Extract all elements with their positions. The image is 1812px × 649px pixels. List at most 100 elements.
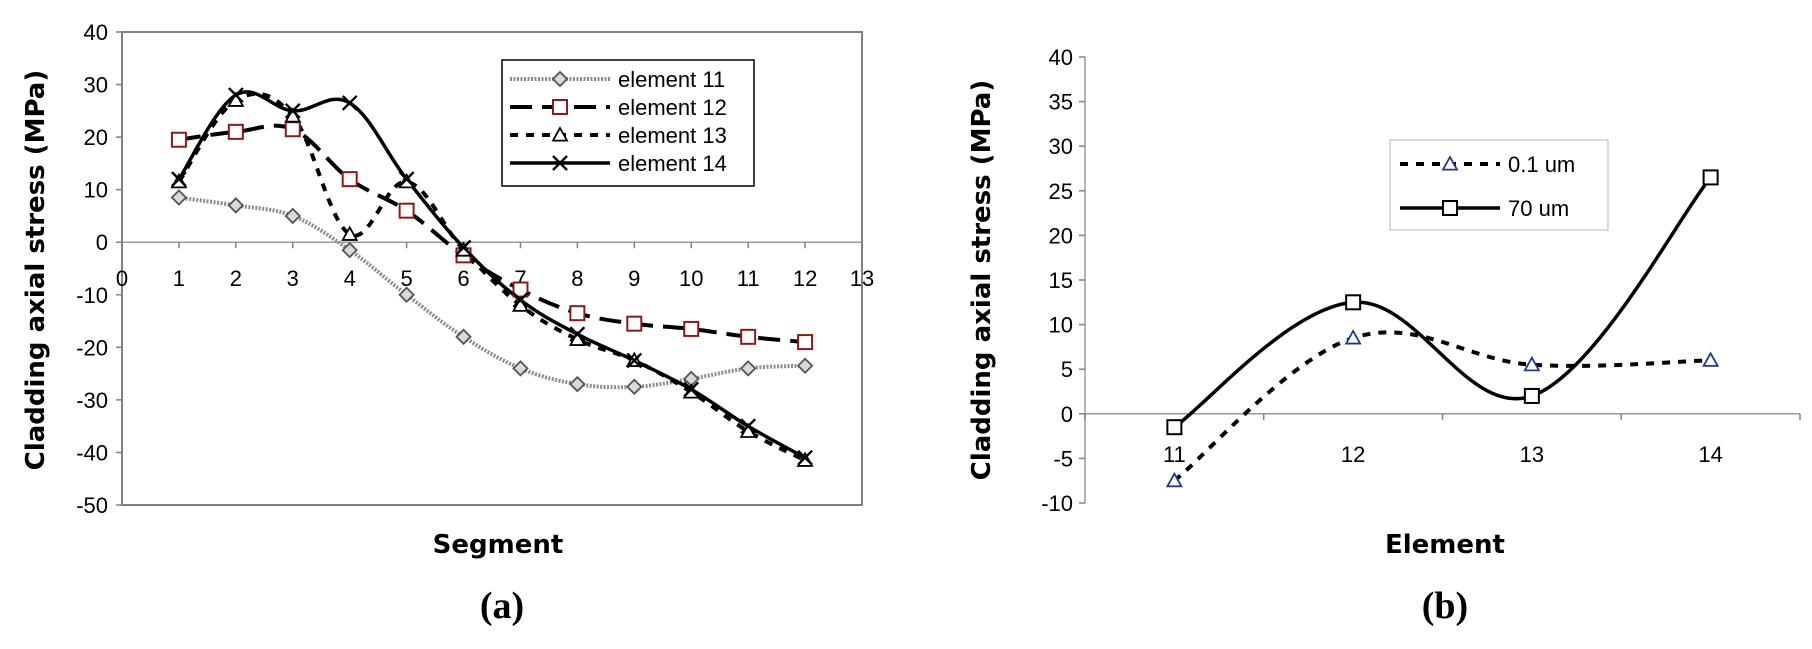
- x-tick-label-a: 13: [850, 266, 874, 291]
- y-tick-label-a: 10: [84, 178, 108, 203]
- y-tick-label-a: -20: [76, 335, 108, 360]
- data-point-70-um: [1523, 387, 1540, 404]
- legend-marker-a: [552, 155, 568, 171]
- legend-marker-b: [1442, 200, 1458, 216]
- data-point-0.1-um: [1165, 471, 1183, 488]
- data-point-element-11: [227, 197, 245, 214]
- y-tick-label-a: -10: [76, 283, 108, 308]
- data-point-70-um: [1702, 169, 1719, 186]
- x-tick-label-a: 3: [287, 266, 299, 291]
- y-tick-label-a: 30: [84, 73, 108, 98]
- data-point-element-12: [284, 121, 301, 138]
- x-axis-title-a: Segment: [433, 530, 564, 560]
- x-axis-title-b: Element: [1385, 530, 1505, 560]
- data-point-element-14: [455, 239, 472, 256]
- x-tick-label-a: 10: [679, 266, 703, 291]
- data-point-element-12: [626, 315, 643, 332]
- x-tick-label-b: 14: [1698, 442, 1722, 467]
- data-point-element-12: [569, 305, 586, 322]
- series-line-element-11: [178, 195, 806, 390]
- x-tick-label-a: 2: [230, 266, 242, 291]
- data-point-0.1-um: [1523, 355, 1541, 372]
- data-point-element-12: [227, 123, 244, 140]
- data-point-element-14: [341, 95, 358, 111]
- x-tick-label-a: 5: [400, 266, 412, 291]
- y-tick-label-b: 0: [1061, 402, 1073, 427]
- x-tick-label-b: 13: [1520, 442, 1544, 467]
- legend-box-a: [501, 59, 755, 187]
- data-point-element-14: [171, 171, 187, 188]
- data-point-element-11: [284, 207, 302, 225]
- x-tick-label-b: 12: [1341, 442, 1365, 467]
- data-point-0.1-um: [1702, 351, 1720, 367]
- data-point-element-13: [341, 225, 359, 241]
- y-tick-label-a: 0: [96, 230, 108, 255]
- legend-marker-b: [1441, 155, 1459, 171]
- data-point-70-um: [1345, 294, 1362, 311]
- legend-box-b: [1389, 139, 1609, 231]
- data-point-element-12: [683, 320, 700, 337]
- data-point-element-14: [512, 292, 529, 308]
- x-tick-label-a: 1: [173, 266, 185, 291]
- data-point-element-12: [170, 131, 187, 148]
- data-point-element-14: [569, 326, 586, 343]
- y-axis-title-a: Cladding axial stress (MPa): [21, 70, 51, 471]
- series-line-0.1-um: [1173, 330, 1711, 483]
- data-point-element-11: [512, 360, 529, 377]
- data-point-element-11: [170, 189, 188, 206]
- x-tick-label-b: 11: [1163, 442, 1186, 467]
- data-point-0.1-um: [1344, 329, 1362, 345]
- y-tick-label-a: -50: [76, 493, 108, 518]
- data-point-element-12: [341, 171, 358, 188]
- y-tick-label-b: 40: [1049, 45, 1073, 70]
- data-point-element-12: [797, 334, 814, 351]
- chart-panel-b: 40 35 30 25 20 15 10 5 0 -5 -10 11 12 13 14 Cladding a…: [967, 45, 1801, 627]
- data-point-element-11: [341, 241, 358, 259]
- y-tick-label-a: -40: [76, 440, 108, 465]
- data-point-element-14: [740, 418, 757, 435]
- y-tick-label-b: 25: [1049, 179, 1073, 204]
- data-point-element-11: [455, 328, 472, 346]
- legend-label-a: element 14: [618, 151, 727, 176]
- y-tick-label-b: 10: [1049, 313, 1073, 338]
- data-point-element-14: [797, 449, 813, 466]
- data-point-element-14: [227, 87, 244, 103]
- legend-marker-a: [552, 99, 568, 115]
- x-tick-label-a: 9: [628, 266, 640, 291]
- data-point-element-14: [683, 381, 700, 398]
- plot-area-a: [121, 31, 863, 506]
- x-tick-label-a: 8: [571, 266, 583, 291]
- panel-label-b: (b): [1422, 585, 1468, 627]
- data-point-element-11: [626, 378, 643, 396]
- data-point-element-11: [398, 286, 415, 304]
- legend-label-b: 70 um: [1508, 196, 1569, 221]
- x-tick-label-a: 4: [344, 266, 356, 291]
- series-line-70-um: [1173, 176, 1712, 429]
- y-tick-label-b: 35: [1049, 90, 1073, 115]
- x-tick-label-a: 12: [793, 266, 817, 291]
- data-point-element-14: [398, 171, 415, 188]
- legend-marker-a: [551, 70, 569, 88]
- x-tick-label-a: 0: [116, 266, 128, 291]
- data-point-element-11: [796, 357, 814, 375]
- legend-a: element 11 element 12 element 13 element 14: [501, 59, 755, 187]
- data-point-70-um: [1166, 419, 1183, 436]
- data-point-element-12: [740, 328, 757, 345]
- y-tick-label-a: 40: [84, 20, 108, 45]
- data-point-element-14: [284, 102, 301, 119]
- legend-label-a: element 12: [618, 95, 727, 120]
- y-tick-label-b: -5: [1053, 446, 1073, 471]
- legend-label-b: 0.1 um: [1508, 152, 1575, 177]
- data-point-element-11: [739, 360, 757, 377]
- y-tick-label-b: 5: [1061, 357, 1073, 382]
- data-point-element-14: [626, 352, 643, 369]
- legend-b: 0.1 um 70 um: [1389, 139, 1609, 231]
- data-point-element-11: [569, 375, 586, 393]
- x-tick-label-a: 11: [737, 266, 760, 291]
- panel-label-a: (a): [480, 585, 524, 627]
- x-tick-label-a: 6: [457, 266, 469, 291]
- legend-label-a: element 13: [618, 123, 727, 148]
- legend-label-a: element 11: [618, 67, 725, 92]
